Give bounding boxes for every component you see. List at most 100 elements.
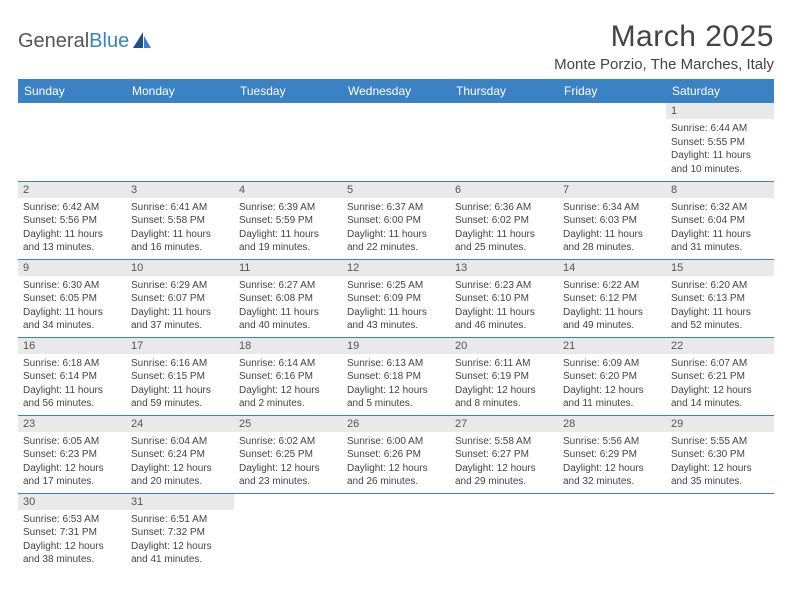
day-number: 27: [450, 416, 558, 432]
sunset-text: Sunset: 5:58 PM: [131, 214, 229, 228]
day-number: 31: [126, 494, 234, 510]
daylight-text: Daylight: 12 hours and 8 minutes.: [455, 384, 553, 411]
weekday-header: Saturday: [666, 79, 774, 103]
day-info: Sunrise: 6:20 AMSunset: 6:13 PMDaylight:…: [666, 276, 774, 336]
sunset-text: Sunset: 6:04 PM: [671, 214, 769, 228]
sunset-text: Sunset: 7:32 PM: [131, 526, 229, 540]
sunrise-text: Sunrise: 6:25 AM: [347, 279, 445, 293]
calendar-cell: 27Sunrise: 5:58 AMSunset: 6:27 PMDayligh…: [450, 415, 558, 493]
daylight-text: Daylight: 12 hours and 32 minutes.: [563, 462, 661, 489]
calendar-cell: 12Sunrise: 6:25 AMSunset: 6:09 PMDayligh…: [342, 259, 450, 337]
calendar-cell: 4Sunrise: 6:39 AMSunset: 5:59 PMDaylight…: [234, 181, 342, 259]
sunset-text: Sunset: 6:05 PM: [23, 292, 121, 306]
location-text: Monte Porzio, The Marches, Italy: [554, 56, 774, 73]
daylight-text: Daylight: 11 hours and 59 minutes.: [131, 384, 229, 411]
day-number: 21: [558, 338, 666, 354]
daylight-text: Daylight: 12 hours and 20 minutes.: [131, 462, 229, 489]
day-info: Sunrise: 6:23 AMSunset: 6:10 PMDaylight:…: [450, 276, 558, 336]
day-info: Sunrise: 6:22 AMSunset: 6:12 PMDaylight:…: [558, 276, 666, 336]
calendar-cell: 3Sunrise: 6:41 AMSunset: 5:58 PMDaylight…: [126, 181, 234, 259]
calendar-cell: 26Sunrise: 6:00 AMSunset: 6:26 PMDayligh…: [342, 415, 450, 493]
sunrise-text: Sunrise: 6:51 AM: [131, 513, 229, 527]
daylight-text: Daylight: 12 hours and 17 minutes.: [23, 462, 121, 489]
weekday-header: Monday: [126, 79, 234, 103]
calendar-cell: 16Sunrise: 6:18 AMSunset: 6:14 PMDayligh…: [18, 337, 126, 415]
daylight-text: Daylight: 12 hours and 41 minutes.: [131, 540, 229, 567]
day-number: 15: [666, 260, 774, 276]
sunset-text: Sunset: 6:08 PM: [239, 292, 337, 306]
day-info: Sunrise: 6:30 AMSunset: 6:05 PMDaylight:…: [18, 276, 126, 336]
sunrise-text: Sunrise: 6:37 AM: [347, 201, 445, 215]
weekday-header: Wednesday: [342, 79, 450, 103]
daylight-text: Daylight: 11 hours and 16 minutes.: [131, 228, 229, 255]
day-number: 30: [18, 494, 126, 510]
sunset-text: Sunset: 6:20 PM: [563, 370, 661, 384]
daylight-text: Daylight: 11 hours and 49 minutes.: [563, 306, 661, 333]
day-info: Sunrise: 6:16 AMSunset: 6:15 PMDaylight:…: [126, 354, 234, 414]
calendar-cell: 30Sunrise: 6:53 AMSunset: 7:31 PMDayligh…: [18, 493, 126, 571]
calendar-cell: 25Sunrise: 6:02 AMSunset: 6:25 PMDayligh…: [234, 415, 342, 493]
sunset-text: Sunset: 6:15 PM: [131, 370, 229, 384]
daylight-text: Daylight: 11 hours and 13 minutes.: [23, 228, 121, 255]
calendar-cell: [342, 103, 450, 181]
daylight-text: Daylight: 12 hours and 38 minutes.: [23, 540, 121, 567]
calendar-cell: 24Sunrise: 6:04 AMSunset: 6:24 PMDayligh…: [126, 415, 234, 493]
day-number: 24: [126, 416, 234, 432]
day-info: Sunrise: 6:27 AMSunset: 6:08 PMDaylight:…: [234, 276, 342, 336]
calendar-cell: 15Sunrise: 6:20 AMSunset: 6:13 PMDayligh…: [666, 259, 774, 337]
sunset-text: Sunset: 6:13 PM: [671, 292, 769, 306]
calendar-cell: 5Sunrise: 6:37 AMSunset: 6:00 PMDaylight…: [342, 181, 450, 259]
calendar-cell: [234, 493, 342, 571]
sunrise-text: Sunrise: 6:14 AM: [239, 357, 337, 371]
sunrise-text: Sunrise: 6:34 AM: [563, 201, 661, 215]
day-info: Sunrise: 6:25 AMSunset: 6:09 PMDaylight:…: [342, 276, 450, 336]
day-info: Sunrise: 6:32 AMSunset: 6:04 PMDaylight:…: [666, 198, 774, 258]
daylight-text: Daylight: 12 hours and 29 minutes.: [455, 462, 553, 489]
logo-text-b: Blue: [89, 30, 129, 52]
day-number: 6: [450, 182, 558, 198]
sunset-text: Sunset: 6:27 PM: [455, 448, 553, 462]
sail-icon: [131, 30, 153, 55]
sunrise-text: Sunrise: 6:20 AM: [671, 279, 769, 293]
sunset-text: Sunset: 6:24 PM: [131, 448, 229, 462]
calendar-cell: [126, 103, 234, 181]
day-info: Sunrise: 5:58 AMSunset: 6:27 PMDaylight:…: [450, 432, 558, 492]
daylight-text: Daylight: 11 hours and 28 minutes.: [563, 228, 661, 255]
sunrise-text: Sunrise: 6:02 AM: [239, 435, 337, 449]
daylight-text: Daylight: 12 hours and 35 minutes.: [671, 462, 769, 489]
calendar-cell: 17Sunrise: 6:16 AMSunset: 6:15 PMDayligh…: [126, 337, 234, 415]
sunrise-text: Sunrise: 6:11 AM: [455, 357, 553, 371]
sunrise-text: Sunrise: 6:07 AM: [671, 357, 769, 371]
month-title: March 2025: [554, 20, 774, 54]
calendar-cell: [234, 103, 342, 181]
sunset-text: Sunset: 5:59 PM: [239, 214, 337, 228]
daylight-text: Daylight: 12 hours and 5 minutes.: [347, 384, 445, 411]
day-info: Sunrise: 6:07 AMSunset: 6:21 PMDaylight:…: [666, 354, 774, 414]
day-info: Sunrise: 6:37 AMSunset: 6:00 PMDaylight:…: [342, 198, 450, 258]
calendar-cell: 18Sunrise: 6:14 AMSunset: 6:16 PMDayligh…: [234, 337, 342, 415]
weekday-header: Thursday: [450, 79, 558, 103]
calendar-cell: 22Sunrise: 6:07 AMSunset: 6:21 PMDayligh…: [666, 337, 774, 415]
daylight-text: Daylight: 11 hours and 31 minutes.: [671, 228, 769, 255]
day-number: 7: [558, 182, 666, 198]
logo-text-a: General: [18, 30, 89, 52]
sunset-text: Sunset: 6:25 PM: [239, 448, 337, 462]
sunset-text: Sunset: 6:14 PM: [23, 370, 121, 384]
daylight-text: Daylight: 11 hours and 52 minutes.: [671, 306, 769, 333]
day-number: 14: [558, 260, 666, 276]
sunrise-text: Sunrise: 6:13 AM: [347, 357, 445, 371]
calendar-cell: 21Sunrise: 6:09 AMSunset: 6:20 PMDayligh…: [558, 337, 666, 415]
sunrise-text: Sunrise: 6:29 AM: [131, 279, 229, 293]
calendar-cell: 2Sunrise: 6:42 AMSunset: 5:56 PMDaylight…: [18, 181, 126, 259]
calendar-cell: 20Sunrise: 6:11 AMSunset: 6:19 PMDayligh…: [450, 337, 558, 415]
calendar-week-row: 9Sunrise: 6:30 AMSunset: 6:05 PMDaylight…: [18, 259, 774, 337]
calendar-page: GeneralBlue March 2025 Monte Porzio, The…: [0, 0, 792, 571]
sunset-text: Sunset: 6:09 PM: [347, 292, 445, 306]
daylight-text: Daylight: 12 hours and 14 minutes.: [671, 384, 769, 411]
sunset-text: Sunset: 5:56 PM: [23, 214, 121, 228]
sunrise-text: Sunrise: 6:09 AM: [563, 357, 661, 371]
daylight-text: Daylight: 11 hours and 43 minutes.: [347, 306, 445, 333]
daylight-text: Daylight: 11 hours and 46 minutes.: [455, 306, 553, 333]
day-number: 2: [18, 182, 126, 198]
day-number: 18: [234, 338, 342, 354]
